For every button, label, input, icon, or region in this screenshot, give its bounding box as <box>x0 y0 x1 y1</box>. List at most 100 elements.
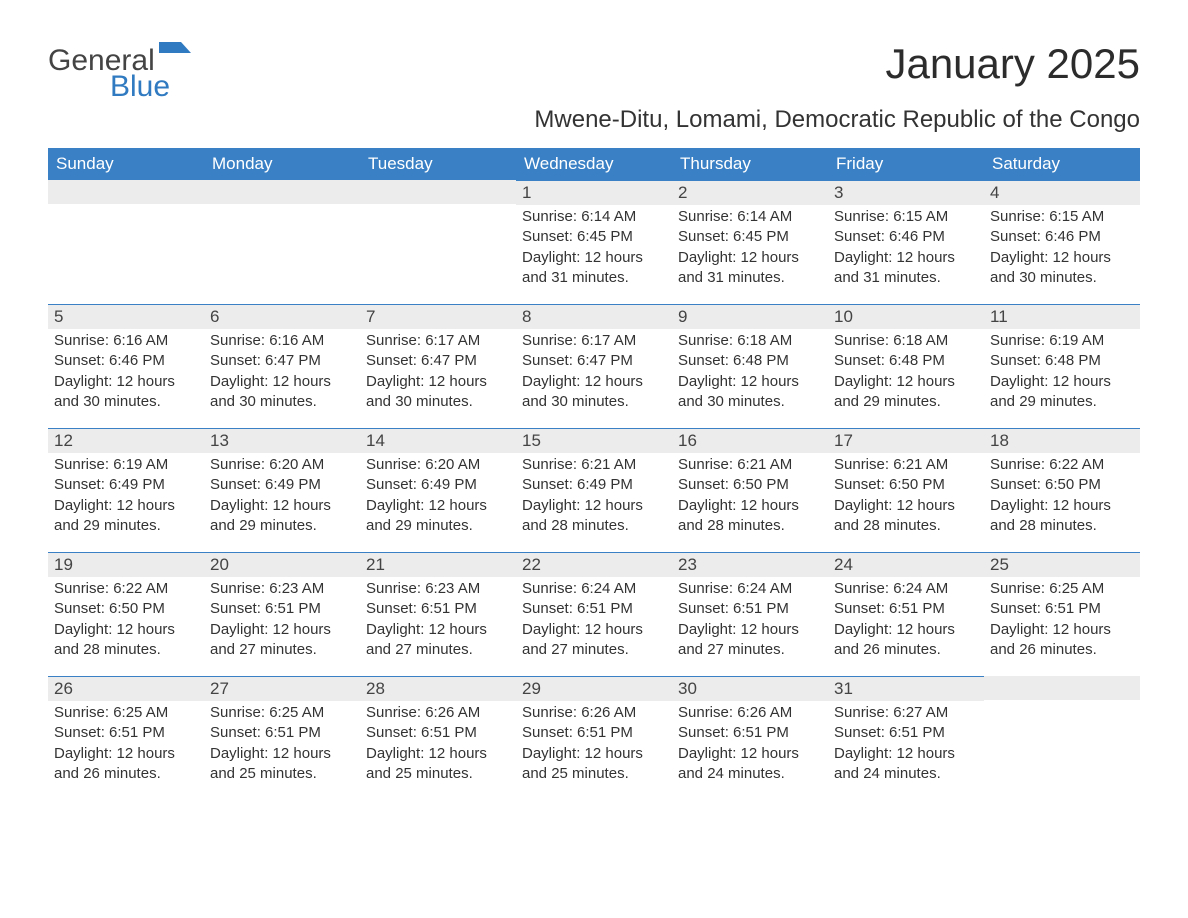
day-number: 5 <box>48 304 204 329</box>
day-details: Sunrise: 6:17 AMSunset: 6:47 PMDaylight:… <box>516 329 672 422</box>
day-number-bar <box>984 676 1140 700</box>
day-details: Sunrise: 6:22 AMSunset: 6:50 PMDaylight:… <box>984 453 1140 546</box>
day-number: 17 <box>828 428 984 453</box>
calendar-cell: 11Sunrise: 6:19 AMSunset: 6:48 PMDayligh… <box>984 304 1140 428</box>
day-details: Sunrise: 6:20 AMSunset: 6:49 PMDaylight:… <box>360 453 516 546</box>
day-number: 22 <box>516 552 672 577</box>
calendar-cell: 23Sunrise: 6:24 AMSunset: 6:51 PMDayligh… <box>672 552 828 676</box>
sunrise-line: Sunrise: 6:23 AM <box>366 579 510 599</box>
calendar-grid: SundayMondayTuesdayWednesdayThursdayFrid… <box>48 148 1140 800</box>
day-number-bar <box>204 180 360 204</box>
calendar-cell: 13Sunrise: 6:20 AMSunset: 6:49 PMDayligh… <box>204 428 360 552</box>
day-details: Sunrise: 6:24 AMSunset: 6:51 PMDaylight:… <box>516 577 672 670</box>
day-number: 19 <box>48 552 204 577</box>
day-number: 3 <box>828 180 984 205</box>
day-details: Sunrise: 6:24 AMSunset: 6:51 PMDaylight:… <box>672 577 828 670</box>
day-details: Sunrise: 6:19 AMSunset: 6:49 PMDaylight:… <box>48 453 204 546</box>
sunrise-line: Sunrise: 6:25 AM <box>990 579 1134 599</box>
day-details: Sunrise: 6:14 AMSunset: 6:45 PMDaylight:… <box>516 205 672 298</box>
sunset-line: Sunset: 6:51 PM <box>834 723 978 743</box>
flag-icon <box>159 40 191 70</box>
calendar-cell: 14Sunrise: 6:20 AMSunset: 6:49 PMDayligh… <box>360 428 516 552</box>
calendar-cell: 24Sunrise: 6:24 AMSunset: 6:51 PMDayligh… <box>828 552 984 676</box>
calendar-cell: 28Sunrise: 6:26 AMSunset: 6:51 PMDayligh… <box>360 676 516 800</box>
calendar-cell: 22Sunrise: 6:24 AMSunset: 6:51 PMDayligh… <box>516 552 672 676</box>
daylight-line: Daylight: 12 hours and 30 minutes. <box>678 372 822 413</box>
day-number: 12 <box>48 428 204 453</box>
daylight-line: Daylight: 12 hours and 29 minutes. <box>990 372 1134 413</box>
calendar-cell: 26Sunrise: 6:25 AMSunset: 6:51 PMDayligh… <box>48 676 204 800</box>
day-details: Sunrise: 6:19 AMSunset: 6:48 PMDaylight:… <box>984 329 1140 422</box>
daylight-line: Daylight: 12 hours and 26 minutes. <box>990 620 1134 661</box>
day-number: 21 <box>360 552 516 577</box>
sunrise-line: Sunrise: 6:21 AM <box>678 455 822 475</box>
sunset-line: Sunset: 6:51 PM <box>678 723 822 743</box>
day-details: Sunrise: 6:21 AMSunset: 6:50 PMDaylight:… <box>672 453 828 546</box>
sunset-line: Sunset: 6:49 PM <box>366 475 510 495</box>
day-number: 23 <box>672 552 828 577</box>
calendar-cell: 19Sunrise: 6:22 AMSunset: 6:50 PMDayligh… <box>48 552 204 676</box>
daylight-line: Daylight: 12 hours and 25 minutes. <box>366 744 510 785</box>
daylight-line: Daylight: 12 hours and 31 minutes. <box>522 248 666 289</box>
calendar-cell: 29Sunrise: 6:26 AMSunset: 6:51 PMDayligh… <box>516 676 672 800</box>
day-number: 18 <box>984 428 1140 453</box>
sunset-line: Sunset: 6:51 PM <box>522 723 666 743</box>
sunset-line: Sunset: 6:48 PM <box>834 351 978 371</box>
day-header: Wednesday <box>516 148 672 180</box>
daylight-line: Daylight: 12 hours and 27 minutes. <box>366 620 510 661</box>
day-details: Sunrise: 6:26 AMSunset: 6:51 PMDaylight:… <box>360 701 516 794</box>
daylight-line: Daylight: 12 hours and 29 minutes. <box>54 496 198 537</box>
sunrise-line: Sunrise: 6:15 AM <box>834 207 978 227</box>
daylight-line: Daylight: 12 hours and 28 minutes. <box>678 496 822 537</box>
logo-text-blue: Blue <box>110 72 191 102</box>
calendar-cell: 21Sunrise: 6:23 AMSunset: 6:51 PMDayligh… <box>360 552 516 676</box>
sunrise-line: Sunrise: 6:26 AM <box>522 703 666 723</box>
calendar-cell: 18Sunrise: 6:22 AMSunset: 6:50 PMDayligh… <box>984 428 1140 552</box>
day-details: Sunrise: 6:25 AMSunset: 6:51 PMDaylight:… <box>204 701 360 794</box>
sunrise-line: Sunrise: 6:20 AM <box>366 455 510 475</box>
daylight-line: Daylight: 12 hours and 26 minutes. <box>834 620 978 661</box>
sunrise-line: Sunrise: 6:22 AM <box>54 579 198 599</box>
daylight-line: Daylight: 12 hours and 29 minutes. <box>834 372 978 413</box>
daylight-line: Daylight: 12 hours and 27 minutes. <box>678 620 822 661</box>
day-details: Sunrise: 6:18 AMSunset: 6:48 PMDaylight:… <box>672 329 828 422</box>
day-number: 6 <box>204 304 360 329</box>
calendar-cell: 4Sunrise: 6:15 AMSunset: 6:46 PMDaylight… <box>984 180 1140 304</box>
sunset-line: Sunset: 6:46 PM <box>990 227 1134 247</box>
sunrise-line: Sunrise: 6:26 AM <box>678 703 822 723</box>
day-details: Sunrise: 6:27 AMSunset: 6:51 PMDaylight:… <box>828 701 984 794</box>
sunset-line: Sunset: 6:50 PM <box>54 599 198 619</box>
day-details: Sunrise: 6:26 AMSunset: 6:51 PMDaylight:… <box>516 701 672 794</box>
day-number-bar <box>360 180 516 204</box>
day-header: Saturday <box>984 148 1140 180</box>
day-header: Sunday <box>48 148 204 180</box>
calendar-cell-empty <box>204 180 360 304</box>
day-details: Sunrise: 6:23 AMSunset: 6:51 PMDaylight:… <box>360 577 516 670</box>
sunset-line: Sunset: 6:51 PM <box>522 599 666 619</box>
sunset-line: Sunset: 6:51 PM <box>54 723 198 743</box>
day-number: 25 <box>984 552 1140 577</box>
sunset-line: Sunset: 6:49 PM <box>54 475 198 495</box>
daylight-line: Daylight: 12 hours and 31 minutes. <box>678 248 822 289</box>
day-number: 7 <box>360 304 516 329</box>
sunset-line: Sunset: 6:50 PM <box>834 475 978 495</box>
day-number: 29 <box>516 676 672 701</box>
day-details: Sunrise: 6:23 AMSunset: 6:51 PMDaylight:… <box>204 577 360 670</box>
day-number: 9 <box>672 304 828 329</box>
sunset-line: Sunset: 6:50 PM <box>678 475 822 495</box>
sunset-line: Sunset: 6:45 PM <box>522 227 666 247</box>
calendar-cell: 6Sunrise: 6:16 AMSunset: 6:47 PMDaylight… <box>204 304 360 428</box>
calendar-cell: 3Sunrise: 6:15 AMSunset: 6:46 PMDaylight… <box>828 180 984 304</box>
daylight-line: Daylight: 12 hours and 27 minutes. <box>210 620 354 661</box>
sunset-line: Sunset: 6:51 PM <box>834 599 978 619</box>
calendar-cell-empty <box>360 180 516 304</box>
sunrise-line: Sunrise: 6:19 AM <box>990 331 1134 351</box>
daylight-line: Daylight: 12 hours and 31 minutes. <box>834 248 978 289</box>
sunset-line: Sunset: 6:49 PM <box>522 475 666 495</box>
day-details: Sunrise: 6:17 AMSunset: 6:47 PMDaylight:… <box>360 329 516 422</box>
calendar-cell: 15Sunrise: 6:21 AMSunset: 6:49 PMDayligh… <box>516 428 672 552</box>
day-header: Thursday <box>672 148 828 180</box>
sunrise-line: Sunrise: 6:24 AM <box>834 579 978 599</box>
sunrise-line: Sunrise: 6:16 AM <box>54 331 198 351</box>
calendar-cell: 7Sunrise: 6:17 AMSunset: 6:47 PMDaylight… <box>360 304 516 428</box>
